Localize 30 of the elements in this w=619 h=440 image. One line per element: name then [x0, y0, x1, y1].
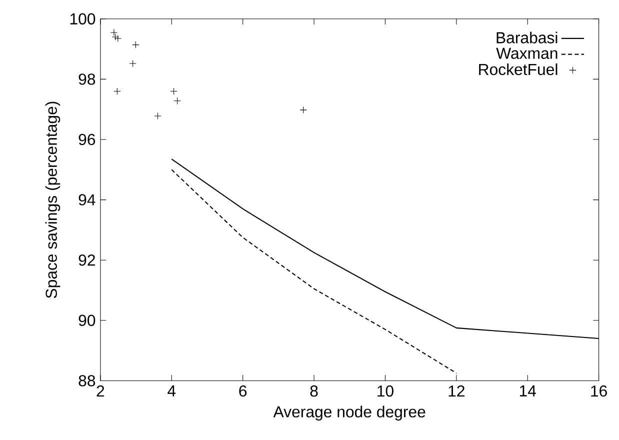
x-tick-label: 12	[448, 385, 464, 396]
point	[174, 97, 181, 104]
y-tick-label: 90	[78, 314, 96, 326]
point	[132, 41, 140, 48]
point	[154, 112, 162, 120]
point	[114, 88, 121, 95]
y-tick-label: 96	[78, 134, 96, 145]
line-series	[171, 168, 457, 374]
x-tick-label: 14	[520, 385, 536, 396]
x-axis-title: Average node degree	[273, 406, 426, 420]
legend-label: Waxman	[496, 48, 558, 59]
y-tick-label: 92	[78, 254, 95, 266]
y-tick-label: 88	[78, 374, 96, 386]
legend-label: RocketFuel	[479, 63, 558, 75]
y-tick-label: 98	[78, 73, 96, 85]
y-axis-title: Space savings (percentage)	[45, 102, 60, 298]
point	[170, 88, 178, 95]
x-tick-label: 8	[310, 385, 318, 396]
y-tick-label: 100	[70, 13, 96, 24]
line-series	[171, 158, 599, 339]
x-tick-label: 6	[239, 385, 247, 396]
x-tick-label: 2	[96, 385, 104, 396]
point	[300, 106, 307, 114]
y-tick-label: 94	[78, 194, 96, 206]
x-tick-label: 4	[168, 385, 176, 396]
x-tick-label: 16	[591, 385, 607, 396]
legend-label: Barabasi	[496, 32, 558, 44]
point	[129, 60, 136, 67]
x-tick-label: 10	[378, 385, 394, 396]
point	[114, 34, 122, 42]
